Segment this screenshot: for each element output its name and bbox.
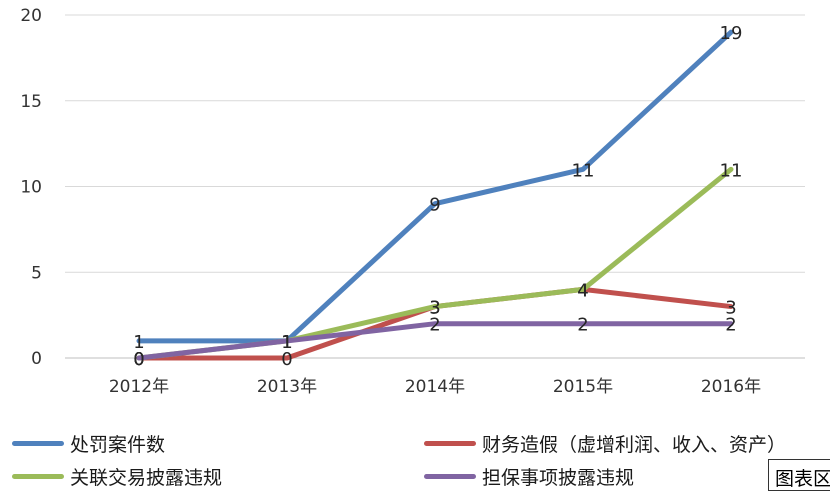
data-label: 2 (725, 315, 736, 336)
legend-label-cases: 处罚案件数 (70, 434, 166, 456)
x-tick-label: 2016年 (701, 377, 761, 397)
data-label: 2 (429, 315, 440, 336)
data-label: 0 (133, 349, 144, 370)
data-label: 0 (133, 349, 144, 370)
gridlines (65, 14, 805, 359)
data-label: 4 (577, 280, 588, 301)
data-label: 0 (133, 349, 144, 370)
series-line-0 (136, 29, 734, 344)
legend-item-guarantee: 担保事项披露违规 (424, 463, 634, 490)
y-tick-label: 15 (20, 92, 42, 112)
data-label: 9 (429, 195, 440, 216)
y-axis-ticks: 0 5 10 15 20 (20, 6, 42, 369)
data-label: 0 (281, 349, 292, 370)
y-tick-label: 5 (31, 263, 42, 283)
y-tick-label: 20 (20, 6, 42, 26)
chart-area-tag: 图表区 (768, 459, 830, 491)
legend-label-fraud: 财务造假（虚增利润、收入、资产） (482, 434, 787, 456)
legend-item-related: 关联交易披露违规 (12, 463, 222, 490)
legend-item-fraud: 财务造假（虚增利润、收入、资产） (424, 430, 786, 457)
legend: 处罚案件数 财务造假（虚增利润、收入、资产） 关联交易披露违规 担保事项披露违规 (0, 418, 830, 490)
data-label: 3 (429, 298, 440, 319)
legend-swatch-fraud (424, 441, 476, 446)
x-tick-label: 2014年 (405, 377, 465, 397)
data-label: 1 (281, 332, 292, 353)
x-tick-label: 2013年 (257, 377, 317, 397)
x-tick-label: 2015年 (553, 377, 613, 397)
data-label: 3 (429, 298, 440, 319)
legend-swatch-cases (12, 441, 64, 446)
data-label: 1 (133, 332, 144, 353)
y-tick-label: 0 (31, 349, 42, 369)
data-label: 4 (577, 280, 588, 301)
x-axis-ticks: 2012年 2013年 2014年 2015年 2016年 (109, 377, 761, 397)
legend-label-related: 关联交易披露违规 (70, 467, 223, 489)
legend-item-cases: 处罚案件数 (12, 430, 165, 457)
series-line-3 (136, 321, 734, 361)
legend-label-guarantee: 担保事项披露违规 (482, 467, 635, 489)
data-label: 11 (572, 160, 595, 181)
x-tick-label: 2012年 (109, 377, 169, 397)
y-tick-label: 10 (20, 178, 42, 198)
data-label: 11 (720, 160, 743, 181)
data-label: 2 (577, 315, 588, 336)
data-label: 1 (281, 332, 292, 353)
legend-swatch-related (12, 474, 64, 479)
data-label: 3 (725, 298, 736, 319)
data-label: 1 (281, 332, 292, 353)
series-lines (136, 29, 734, 361)
legend-swatch-guarantee (424, 474, 476, 479)
data-label: 19 (720, 23, 743, 44)
